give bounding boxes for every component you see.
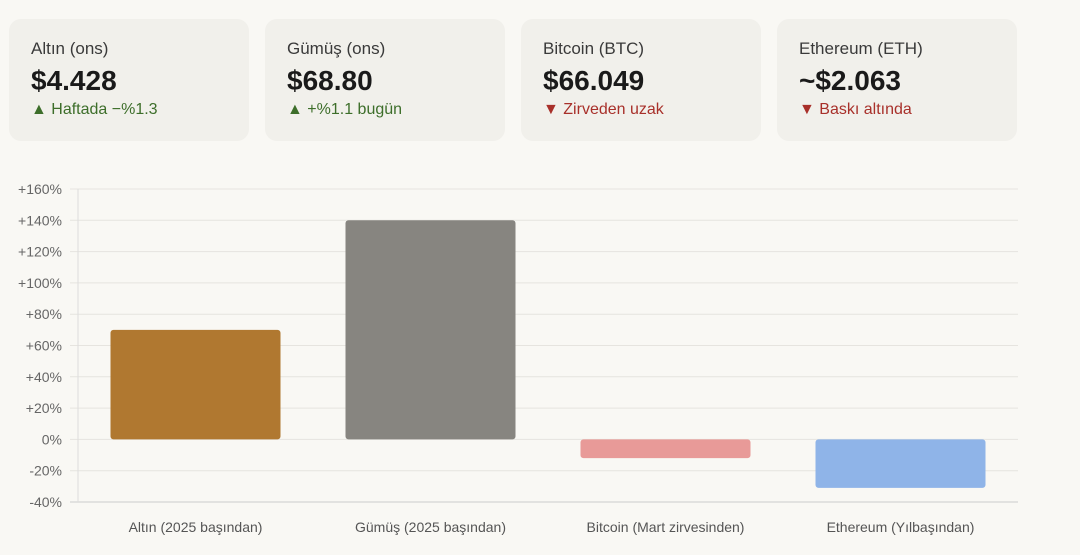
- bar: [110, 329, 281, 440]
- y-tick-label: -40%: [29, 494, 62, 510]
- card-label: Gümüş (ons): [287, 39, 386, 58]
- card-value: $68.80: [287, 65, 373, 96]
- y-tick-label: 0%: [42, 431, 62, 447]
- y-tick-label: +120%: [18, 244, 62, 260]
- card-ethereum: Ethereum (ETH) ~$2.063 ▼ Baskı altında: [777, 19, 1017, 141]
- card-label: Altın (ons): [31, 39, 109, 58]
- card-gold: Altın (ons) $4.428 ▲ Haftada −%1.3: [9, 19, 249, 141]
- x-tick-label: Ethereum (Yılbaşından): [827, 519, 975, 535]
- y-tick-label: +80%: [26, 306, 62, 322]
- y-tick-label: -20%: [29, 463, 62, 479]
- card-value: $66.049: [543, 65, 645, 96]
- card-value: ~$2.063: [799, 65, 901, 96]
- card-silver: Gümüş (ons) $68.80 ▲ +%1.1 bugün: [265, 19, 505, 141]
- card-change: ▲ +%1.1 bugün: [287, 101, 403, 118]
- y-tick-label: +160%: [18, 181, 62, 197]
- bar: [345, 220, 516, 440]
- y-tick-label: +60%: [26, 338, 62, 354]
- card-bitcoin: Bitcoin (BTC) $66.049 ▼ Zirveden uzak: [521, 19, 761, 141]
- card-label: Bitcoin (BTC): [543, 39, 645, 58]
- bar: [815, 439, 986, 488]
- card-label: Ethereum (ETH): [799, 39, 923, 58]
- x-tick-label: Gümüş (2025 başından): [355, 519, 506, 535]
- y-tick-label: +20%: [26, 400, 62, 416]
- x-tick-label: Bitcoin (Mart zirvesinden): [587, 519, 745, 535]
- y-tick-label: +40%: [26, 369, 62, 385]
- card-change: ▲ Haftada −%1.3: [31, 101, 158, 118]
- x-tick-label: Altın (2025 başından): [129, 519, 263, 535]
- summary-cards: Altın (ons) $4.428 ▲ Haftada −%1.3 Gümüş…: [9, 19, 1017, 141]
- y-tick-label: +100%: [18, 275, 62, 291]
- bar: [580, 439, 751, 459]
- y-tick-label: +140%: [18, 212, 62, 228]
- card-change: ▼ Baskı altında: [799, 101, 912, 118]
- card-change: ▼ Zirveden uzak: [543, 101, 664, 118]
- card-value: $4.428: [31, 65, 117, 96]
